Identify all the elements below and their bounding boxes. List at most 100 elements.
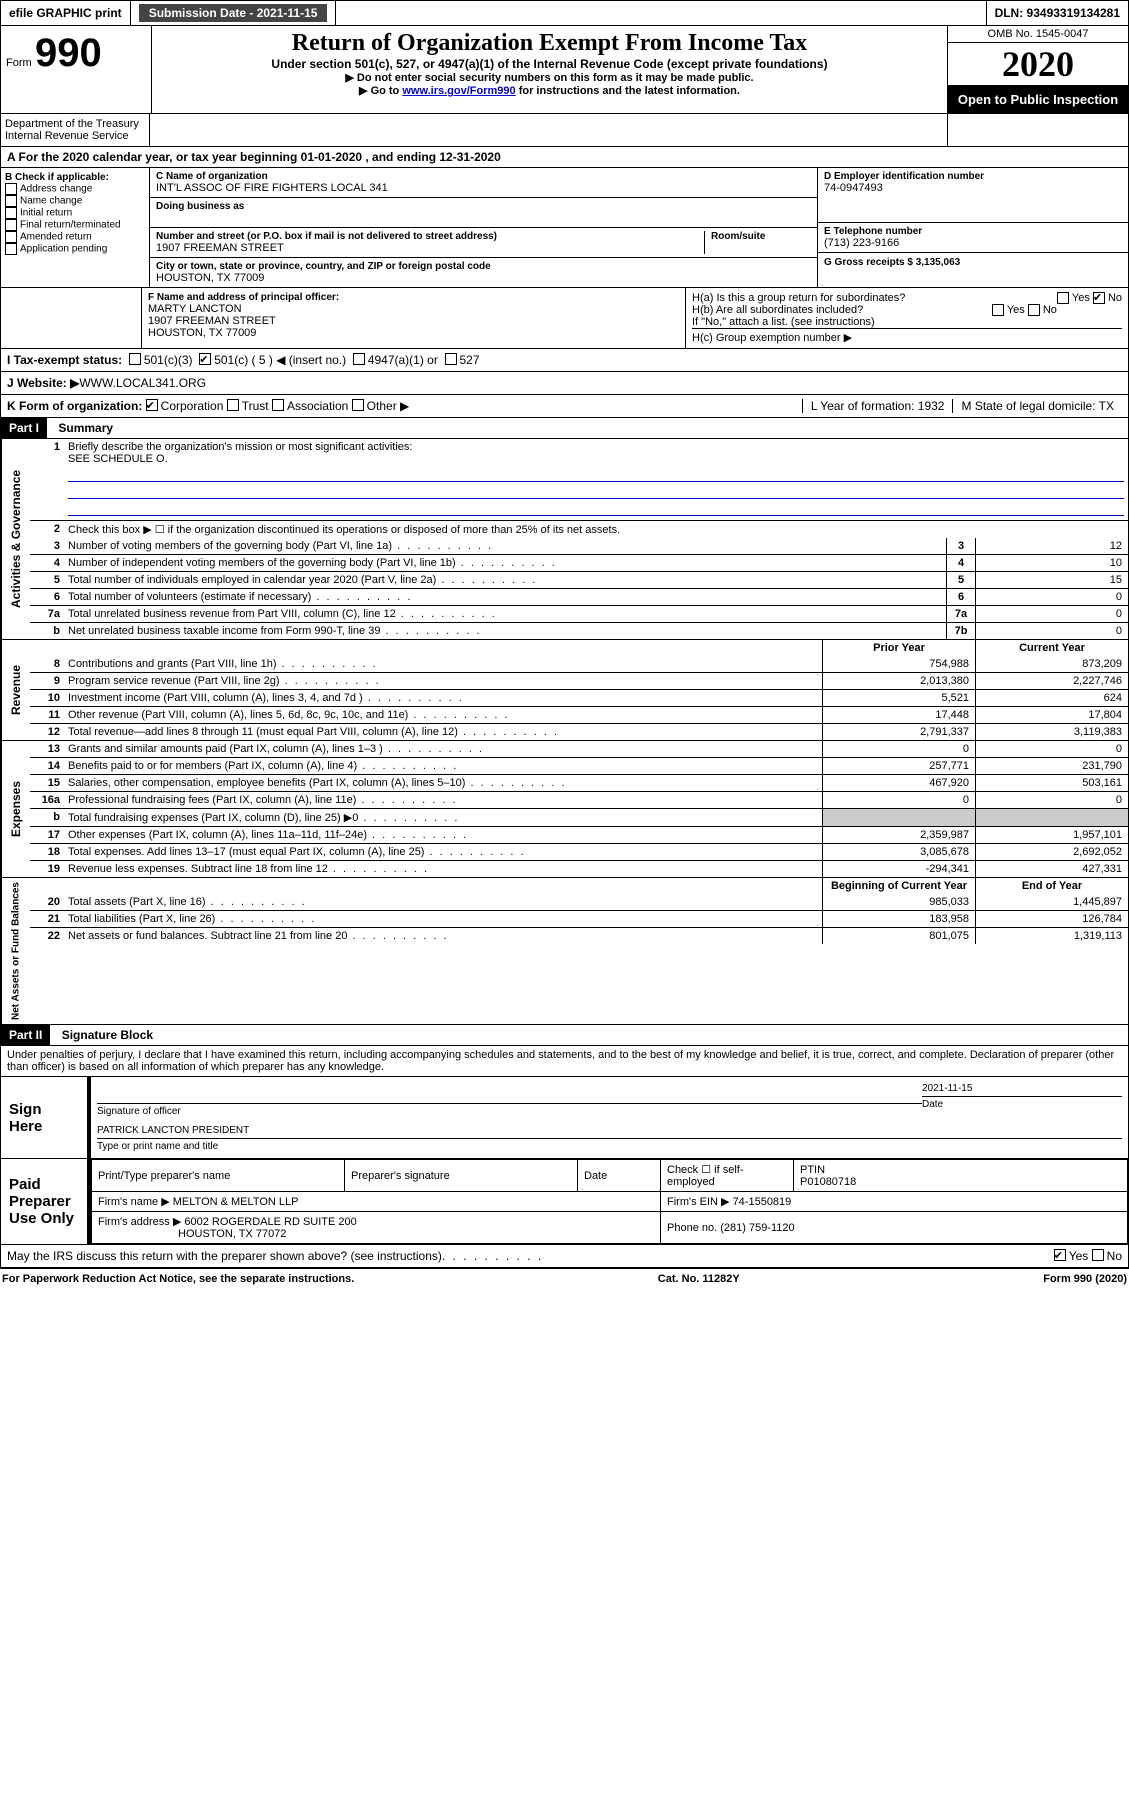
ein-label: D Employer identification number: [824, 171, 1122, 182]
table-row: 4Number of independent voting members of…: [30, 554, 1128, 571]
prior-value: 3,085,678: [822, 844, 975, 860]
e-phone-cell: E Telephone number (713) 223-9166: [818, 223, 1128, 253]
c-name-cell: C Name of organization INT'L ASSOC OF FI…: [150, 168, 817, 198]
line-desc: Salaries, other compensation, employee b…: [64, 775, 822, 791]
line-desc: Number of independent voting members of …: [64, 555, 946, 571]
tax-year: 2020: [948, 43, 1128, 86]
side-label-net: Net Assets or Fund Balances: [1, 878, 30, 1024]
prior-value: 2,013,380: [822, 673, 975, 689]
line-ref: 7b: [946, 623, 975, 639]
subtitle: Under section 501(c), 527, or 4947(a)(1)…: [156, 57, 943, 71]
current-value: 427,331: [975, 861, 1128, 877]
c-addr-cell: Number and street (or P.O. box if mail i…: [150, 228, 817, 258]
line-desc: Net assets or fund balances. Subtract li…: [64, 928, 822, 944]
b-opt-pending[interactable]: Application pending: [5, 243, 145, 255]
f-officer: F Name and address of principal officer:…: [142, 288, 686, 348]
line-num: 11: [30, 707, 64, 723]
prior-value: 801,075: [822, 928, 975, 944]
b-opt-initial[interactable]: Initial return: [5, 207, 145, 219]
part1-header-row: Part I Summary: [0, 418, 1129, 439]
current-value: 1,957,101: [975, 827, 1128, 843]
city-state-zip: HOUSTON, TX 77009: [156, 272, 811, 284]
part1-badge: Part I: [1, 418, 47, 438]
form-number-box: Form 990: [1, 26, 152, 113]
line-num: 10: [30, 690, 64, 706]
block-net-assets: Net Assets or Fund Balances Beginning of…: [0, 878, 1129, 1025]
form990-link[interactable]: www.irs.gov/Form990: [402, 85, 515, 97]
k-other[interactable]: Other ▶: [367, 399, 410, 413]
line-desc: Total unrelated business revenue from Pa…: [64, 606, 946, 622]
c-name-label: C Name of organization: [156, 171, 811, 182]
line-desc: Revenue less expenses. Subtract line 18 …: [64, 861, 822, 877]
line-num: 18: [30, 844, 64, 860]
m-state: M State of legal domicile: TX: [952, 399, 1122, 413]
row-a-tax-year: A For the 2020 calendar year, or tax yea…: [0, 147, 1129, 168]
line-desc: Total fundraising expenses (Part IX, col…: [64, 809, 822, 826]
current-value: 1,445,897: [975, 894, 1128, 910]
sig-officer-label: Signature of officer: [97, 1106, 181, 1117]
k-trust[interactable]: Trust: [242, 399, 269, 413]
dept-row: Department of the Treasury Internal Reve…: [0, 114, 1129, 147]
i-527[interactable]: 527: [460, 353, 480, 367]
b-opt-amended[interactable]: Amended return: [5, 231, 145, 243]
line-value: 10: [975, 555, 1128, 571]
i-4947[interactable]: 4947(a)(1) or: [368, 353, 438, 367]
footer-left: For Paperwork Reduction Act Notice, see …: [2, 1273, 354, 1285]
b-opt-final[interactable]: Final return/terminated: [5, 219, 145, 231]
part2-title: Signature Block: [54, 1025, 161, 1045]
officer-addr1: 1907 FREEMAN STREET: [148, 315, 679, 327]
row-k: K Form of organization: Corporation Trus…: [0, 395, 1129, 418]
prep-h5: PTINP01080718: [794, 1160, 1128, 1192]
firm-ein: 74-1550819: [733, 1196, 792, 1208]
line-value: 0: [975, 606, 1128, 622]
dept-mid: [150, 114, 948, 146]
b-label: B Check if applicable:: [5, 172, 145, 183]
addr-label: Number and street (or P.O. box if mail i…: [156, 231, 704, 242]
firm-phone-cell: Phone no. (281) 759-1120: [661, 1212, 1128, 1244]
instr-tail: for instructions and the latest informat…: [519, 85, 740, 97]
row-i: I Tax-exempt status: 501(c)(3) 501(c) ( …: [0, 349, 1129, 372]
sign-right: Signature of officer 2021-11-15 Date PAT…: [91, 1077, 1128, 1158]
line-num: 22: [30, 928, 64, 944]
b-opt-name[interactable]: Name change: [5, 195, 145, 207]
table-row: 6Total number of volunteers (estimate if…: [30, 588, 1128, 605]
form-word: Form: [6, 57, 32, 69]
prior-value: -294,341: [822, 861, 975, 877]
prior-value: 257,771: [822, 758, 975, 774]
line-1-desc: Briefly describe the organization's miss…: [64, 439, 1128, 520]
footer-right: Form 990 (2020): [1043, 1273, 1127, 1285]
room-label: Room/suite: [711, 231, 811, 242]
block-governance: Activities & Governance 1 Briefly descri…: [0, 439, 1129, 640]
prior-value: [822, 809, 975, 826]
discuss-yes[interactable]: Yes: [1069, 1249, 1089, 1263]
i-501c[interactable]: 501(c) ( 5 ) ◀ (insert no.): [214, 353, 346, 367]
discuss-no[interactable]: No: [1107, 1249, 1122, 1263]
open-public-badge: Open to Public Inspection: [948, 86, 1128, 113]
current-value: 126,784: [975, 911, 1128, 927]
current-value: 873,209: [975, 656, 1128, 672]
prior-value: 985,033: [822, 894, 975, 910]
col-b-checkboxes: B Check if applicable: Address change Na…: [1, 168, 150, 287]
line-ref: 3: [946, 538, 975, 554]
h-b: H(b) Are all subordinates included? Yes …: [692, 304, 1122, 316]
k-corp[interactable]: Corporation: [161, 399, 224, 413]
line-num: 6: [30, 589, 64, 605]
prior-value: 0: [822, 792, 975, 808]
firm-ein-cell: Firm's EIN ▶ 74-1550819: [661, 1192, 1128, 1212]
table-row: 8Contributions and grants (Part VIII, li…: [30, 656, 1128, 672]
f-h-block: F Name and address of principal officer:…: [0, 287, 1129, 349]
c-city-cell: City or town, state or province, country…: [150, 258, 817, 287]
dba-label: Doing business as: [156, 201, 811, 212]
sig-date-label: Date: [922, 1099, 943, 1110]
line-value: 15: [975, 572, 1128, 588]
d-ein-cell: D Employer identification number 74-0947…: [818, 168, 1128, 223]
table-row: 9Program service revenue (Part VIII, lin…: [30, 672, 1128, 689]
line-desc: Number of voting members of the governin…: [64, 538, 946, 554]
b-opt-address[interactable]: Address change: [5, 183, 145, 195]
k-label: K Form of organization:: [7, 399, 142, 413]
table-row: bTotal fundraising expenses (Part IX, co…: [30, 808, 1128, 826]
current-value: 624: [975, 690, 1128, 706]
i-501c3[interactable]: 501(c)(3): [144, 353, 193, 367]
line-num: 4: [30, 555, 64, 571]
k-assoc[interactable]: Association: [287, 399, 348, 413]
